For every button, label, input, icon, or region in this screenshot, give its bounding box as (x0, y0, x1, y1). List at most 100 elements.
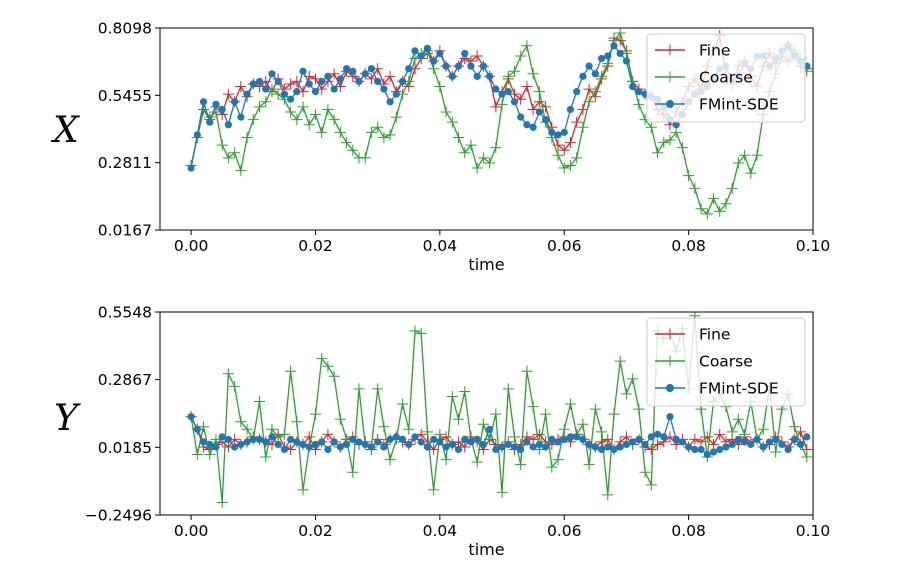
data-point (397, 398, 409, 410)
data-point (554, 438, 562, 446)
y-tick-label: 0.0167 (98, 222, 152, 240)
data-point (212, 443, 220, 451)
data-point (716, 445, 724, 454)
data-point (411, 433, 419, 441)
data-point (235, 165, 247, 177)
data-point (260, 451, 272, 463)
data-point (409, 53, 421, 65)
data-point (212, 100, 220, 108)
data-point (318, 77, 326, 86)
data-point (652, 147, 664, 159)
data-point (187, 413, 195, 421)
axes-frame (159, 27, 814, 231)
x-tick-label: 0.08 (671, 237, 706, 255)
data-point (405, 440, 413, 449)
y-tick-label: 0.0185 (98, 439, 152, 457)
data-point (453, 413, 465, 425)
data-point (398, 435, 407, 443)
legend-entry-fine: Fine (655, 326, 730, 344)
data-point (796, 440, 805, 449)
data-point (384, 70, 396, 82)
data-point (237, 113, 245, 121)
data-point (597, 445, 606, 454)
data-point (610, 445, 618, 454)
data-point (436, 49, 444, 58)
data-point (467, 62, 475, 70)
data-point (790, 435, 798, 443)
data-point (287, 95, 295, 103)
data-point (778, 440, 786, 449)
data-point (262, 438, 270, 446)
data-point (726, 182, 738, 194)
legend-entry-coarse: Coarse (655, 69, 753, 87)
data-point (430, 57, 438, 65)
data-point (442, 62, 450, 70)
data-point (552, 149, 564, 161)
data-point (602, 489, 614, 501)
data-point (788, 421, 800, 433)
data-point (193, 131, 201, 139)
data-point (365, 73, 377, 85)
data-point (521, 365, 533, 377)
data-point (374, 77, 382, 86)
data-point (336, 75, 344, 83)
data-point (291, 114, 303, 126)
data-point (390, 111, 402, 123)
axes-frame (159, 311, 814, 516)
plot-area (185, 312, 813, 508)
data-point (535, 108, 543, 116)
data-point (492, 85, 500, 93)
data-point (759, 443, 767, 451)
data-point (517, 113, 525, 121)
data-point (533, 96, 545, 108)
data-point (198, 103, 210, 115)
data-point (297, 101, 309, 113)
x-tick-label: 0.02 (298, 237, 333, 255)
data-point (268, 70, 276, 78)
data-point (235, 416, 247, 428)
data-point (255, 435, 264, 443)
x-tick-label: 0.08 (671, 522, 706, 540)
data-point (309, 408, 321, 420)
data-point (660, 433, 668, 441)
data-point (614, 28, 626, 39)
data-point (508, 88, 520, 100)
data-point (454, 445, 463, 454)
data-point (384, 454, 396, 466)
data-point (386, 98, 394, 106)
data-point (459, 385, 471, 397)
data-point (672, 435, 680, 443)
data-point (486, 72, 494, 80)
x-panel: 0.00 0.02 0.04 0.06 0.08 0.10 0.0167 0.2811 0.54… (50, 20, 830, 275)
y-tick-label: 0.5455 (98, 87, 152, 105)
data-point (206, 440, 214, 449)
data-point (428, 484, 440, 496)
data-point (784, 445, 792, 454)
x-axis-label: time (468, 255, 504, 274)
data-point (254, 396, 266, 408)
data-point (678, 438, 687, 446)
x-tick-label: 0.00 (174, 522, 209, 540)
data-point (448, 72, 456, 80)
data-point (596, 436, 608, 448)
data-point (347, 144, 359, 156)
data-point (266, 423, 278, 435)
data-point (523, 121, 531, 129)
data-point (560, 435, 568, 443)
data-point (318, 438, 326, 446)
data-point (305, 80, 313, 88)
data-point (428, 63, 440, 75)
data-point (604, 52, 612, 60)
data-point (672, 121, 680, 129)
data-point (372, 383, 384, 395)
data-point (558, 423, 570, 435)
data-point (564, 159, 576, 171)
data-point (496, 98, 508, 110)
data-point (753, 435, 761, 443)
data-point (627, 373, 639, 385)
data-point (571, 116, 583, 128)
data-point (285, 78, 297, 90)
data-point (436, 438, 444, 446)
legend-entry-fmint-sde: FMint-SDE (655, 380, 779, 398)
x-tick-label: 0.10 (796, 522, 831, 540)
